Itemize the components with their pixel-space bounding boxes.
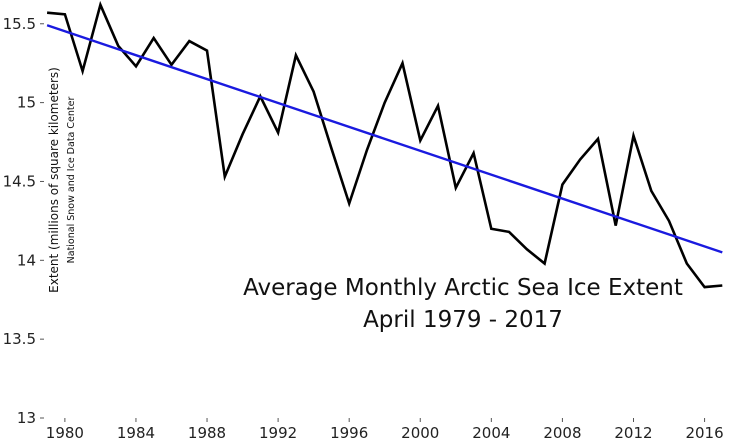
trend-line xyxy=(46,24,723,254)
x-tick-label: 2016 xyxy=(685,424,723,442)
series-group xyxy=(46,0,723,289)
y-tick-label: 13.5 xyxy=(3,330,36,348)
y-tick-label: 15 xyxy=(17,94,36,112)
x-tick-label: 1992 xyxy=(259,424,297,442)
x-tick-label: 2004 xyxy=(472,424,510,442)
x-tick-label: 2000 xyxy=(401,424,439,442)
x-axis: 1980 1984 1988 1992 1996 2000 2004 2008 2012 2016 xyxy=(46,418,724,442)
x-tick-label: 1984 xyxy=(117,424,155,442)
y-tick-label: 14 xyxy=(17,251,36,269)
y-tick-label: 13 xyxy=(17,409,36,427)
chart-subtitle: April 1979 - 2017 xyxy=(363,307,563,333)
x-tick-label: 1980 xyxy=(46,424,84,442)
y-tick-label: 14.5 xyxy=(3,172,36,190)
extent-line xyxy=(46,0,723,289)
x-tick-label: 1988 xyxy=(188,424,226,442)
x-tick-label: 2008 xyxy=(543,424,581,442)
y-axis: 13 13.5 14 14.5 15 15.5 xyxy=(3,15,44,427)
x-tick-label: 1996 xyxy=(330,424,368,442)
credit-text: National Snow and Ice Data Center xyxy=(66,97,77,264)
chart-title: Average Monthly Arctic Sea Ice Extent xyxy=(243,275,683,301)
x-tick-label: 2012 xyxy=(614,424,652,442)
y-axis-label: Extent (millions of square kilometers) xyxy=(47,67,61,293)
y-tick-label: 15.5 xyxy=(3,15,36,33)
